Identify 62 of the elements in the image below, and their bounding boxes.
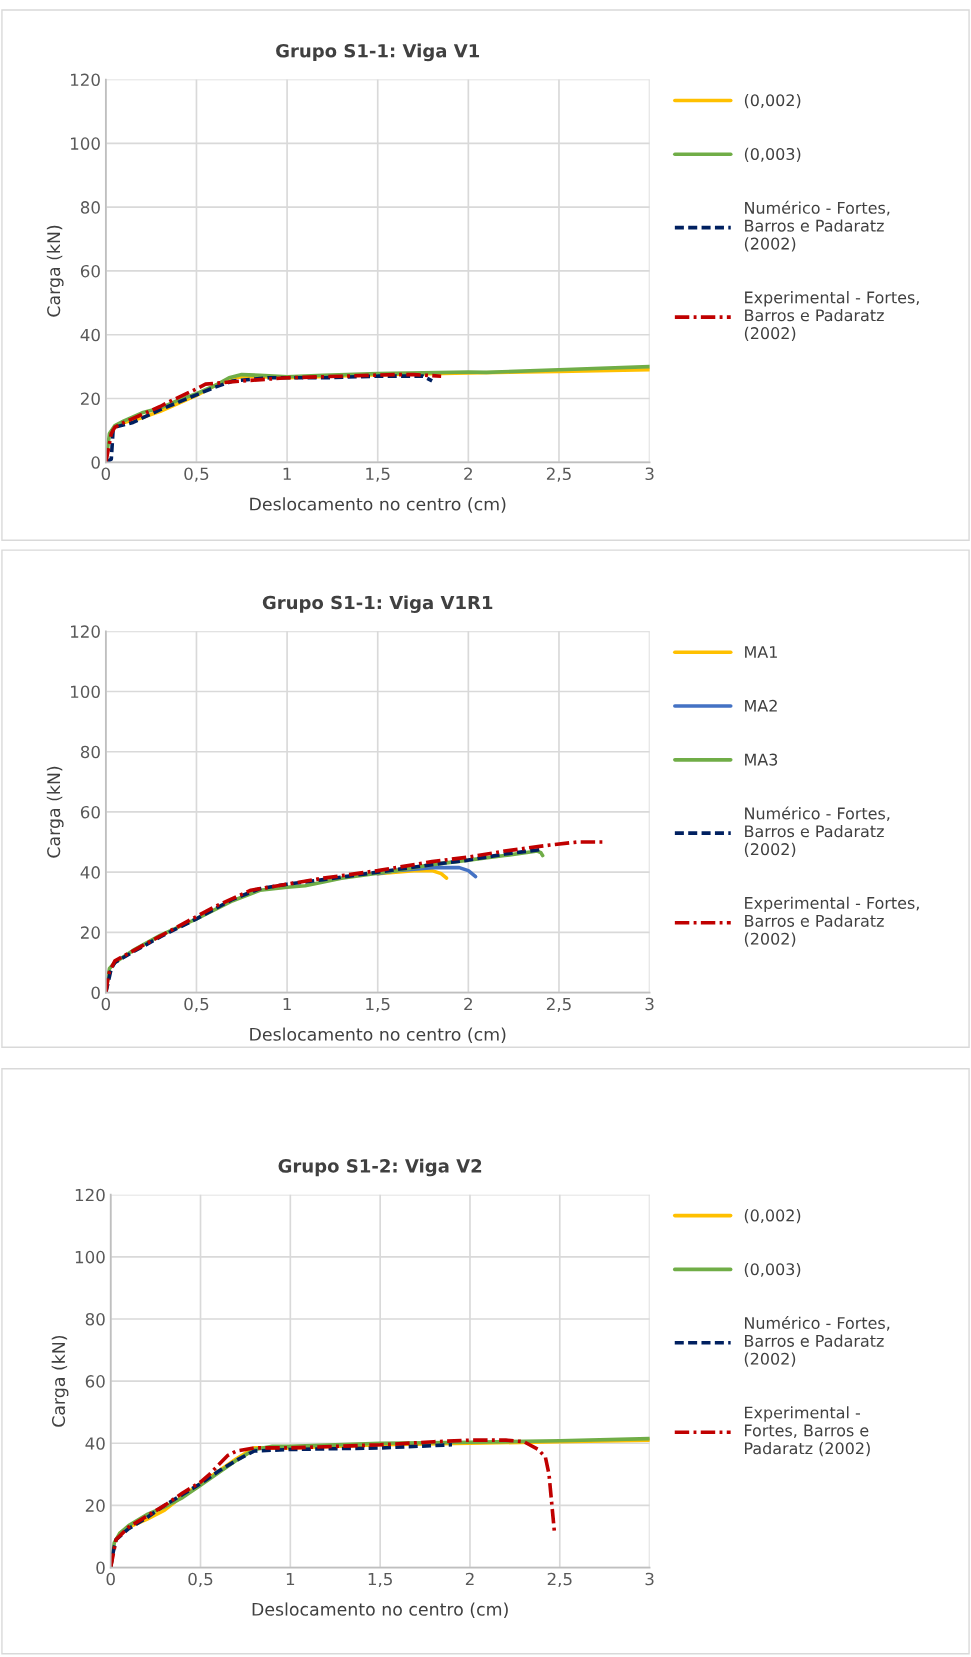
legend-label: (0,003) [744, 147, 801, 162]
legend-label: (0,002) [744, 1209, 801, 1224]
legend-label: Experimental - Fortes, Barros e Padaratz (2002) [744, 291, 919, 342]
y-tick-label: 0 [96, 1561, 105, 1575]
y-tick-label: 40 [85, 1437, 105, 1450]
x-tick-label: 3 [645, 1572, 654, 1586]
chart-title: Grupo S1-2: Viga V2 [278, 1158, 482, 1177]
x-tick-label: 0,5 [188, 1572, 213, 1587]
y-axis-title: Carga (kN) [51, 1335, 69, 1427]
y-tick-label: 0 [91, 456, 100, 469]
y-tick-label: 40 [80, 328, 100, 342]
y-tick-label: 80 [85, 1312, 105, 1326]
y-tick-label: 20 [80, 926, 100, 939]
legend-label: Experimental - Fortes, Barros e Padaratz (2002) [744, 896, 919, 947]
x-tick-label: 2,5 [546, 467, 571, 482]
y-tick-label: 80 [80, 745, 100, 759]
x-tick-label: 1,5 [366, 467, 390, 482]
x-tick-label: 2,5 [546, 997, 571, 1013]
y-tick-label: 80 [80, 201, 100, 214]
y-tick-label: 60 [80, 805, 100, 819]
y-tick-label: 120 [71, 73, 100, 87]
x-tick-label: 0,5 [184, 997, 209, 1013]
y-tick-label: 20 [80, 392, 100, 406]
x-tick-label: 1 [286, 1572, 295, 1586]
x-tick-label: 1,5 [368, 1572, 392, 1587]
legend-label: Experimental - Fortes, Barros e Padaratz (2002) [745, 1406, 870, 1457]
y-axis-title: Carga (kN) [46, 225, 64, 317]
y-tick-label: 120 [75, 1188, 105, 1202]
x-tick-label: 1 [283, 467, 291, 480]
x-tick-label: 0,5 [184, 467, 209, 482]
chart-title: Grupo S1-1: Viga V1 [276, 43, 480, 62]
legend-label: Numérico - Fortes, Barros e Padaratz (2002) [744, 806, 890, 858]
x-tick-label: 1 [283, 997, 291, 1011]
x-tick-label: 3 [645, 997, 654, 1011]
x-tick-label: 2,5 [547, 1572, 572, 1587]
x-tick-label: 0 [106, 1572, 115, 1586]
chart-title: Grupo S1-1: Viga V1R1 [262, 595, 493, 613]
y-tick-label: 20 [85, 1499, 105, 1512]
legend-label: Numérico - Fortes, Barros e Padaratz (2002) [744, 1316, 890, 1367]
y-tick-label: 0 [91, 986, 100, 1000]
x-tick-label: 1,5 [366, 997, 390, 1013]
y-tick-label: 40 [80, 866, 100, 879]
x-tick-label: 3 [645, 467, 654, 481]
legend-label: MA3 [745, 753, 778, 766]
x-axis-title: Deslocamento no centro (cm) [252, 1602, 508, 1618]
y-tick-label: 100 [71, 685, 100, 699]
y-tick-label: 120 [71, 625, 100, 638]
x-tick-label: 2 [464, 997, 472, 1011]
y-tick-label: 100 [71, 137, 100, 150]
x-tick-label: 2 [465, 1572, 474, 1586]
legend-label: MA2 [745, 699, 777, 712]
y-axis-title: Carga (kN) [46, 766, 64, 858]
x-axis-title: Deslocamento no centro (cm) [250, 497, 506, 513]
legend-label: (0,002) [744, 93, 801, 109]
legend-label: Numérico - Fortes, Barros e Padaratz (2002) [744, 200, 890, 252]
x-axis-title: Deslocamento no centro (cm) [250, 1027, 506, 1043]
y-tick-label: 60 [85, 1375, 105, 1388]
legend-label: MA1 [745, 646, 777, 658]
y-tick-label: 60 [80, 264, 100, 278]
x-tick-label: 2 [464, 467, 472, 480]
y-tick-label: 100 [75, 1250, 105, 1264]
legend-label: (0,003) [744, 1262, 801, 1278]
